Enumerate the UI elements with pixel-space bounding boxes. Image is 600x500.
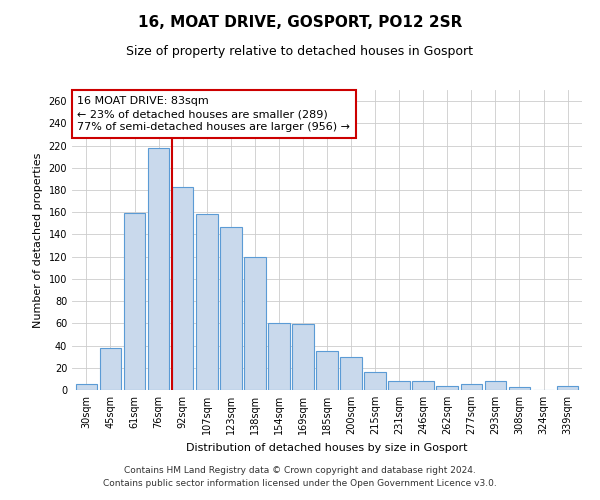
Bar <box>340 356 362 390</box>
Bar <box>436 386 458 390</box>
Bar <box>485 381 506 390</box>
Y-axis label: Number of detached properties: Number of detached properties <box>33 152 43 328</box>
Bar <box>292 324 314 390</box>
Bar <box>172 186 193 390</box>
X-axis label: Distribution of detached houses by size in Gosport: Distribution of detached houses by size … <box>186 442 468 452</box>
Bar <box>316 351 338 390</box>
Bar <box>148 148 169 390</box>
Bar <box>268 324 290 390</box>
Text: Contains HM Land Registry data © Crown copyright and database right 2024.
Contai: Contains HM Land Registry data © Crown c… <box>103 466 497 487</box>
Bar <box>124 214 145 390</box>
Bar <box>412 381 434 390</box>
Bar <box>461 384 482 390</box>
Bar <box>196 214 218 390</box>
Bar <box>220 226 242 390</box>
Bar <box>244 256 266 390</box>
Bar <box>509 386 530 390</box>
Bar <box>364 372 386 390</box>
Bar <box>100 348 121 390</box>
Bar <box>76 384 97 390</box>
Bar <box>557 386 578 390</box>
Bar <box>388 381 410 390</box>
Text: 16 MOAT DRIVE: 83sqm
← 23% of detached houses are smaller (289)
77% of semi-deta: 16 MOAT DRIVE: 83sqm ← 23% of detached h… <box>77 96 350 132</box>
Text: 16, MOAT DRIVE, GOSPORT, PO12 2SR: 16, MOAT DRIVE, GOSPORT, PO12 2SR <box>138 15 462 30</box>
Text: Size of property relative to detached houses in Gosport: Size of property relative to detached ho… <box>127 45 473 58</box>
